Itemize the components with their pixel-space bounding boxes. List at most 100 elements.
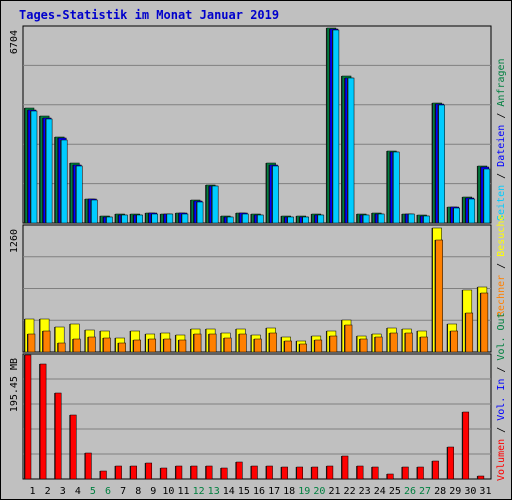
y-max-label: 1260 [9,229,20,253]
bar-seiten-day-27 [423,215,430,224]
bar-rechner-day-4 [73,338,81,353]
legend-seiten: Seiten [496,185,507,221]
bar-rechner-day-23 [359,338,368,353]
bar-volumen-day-15 [236,461,243,480]
bar-volumen-day-9 [145,462,153,480]
day-label-16: 16 [253,486,265,497]
bar-volumen-day-2 [39,363,47,480]
day-label-5: 5 [90,486,96,497]
bar-seiten-day-17 [272,165,279,224]
day-label-13: 13 [208,486,220,497]
bar-volumen-day-13 [205,465,213,480]
day-label-17: 17 [268,486,280,497]
bar-seiten-day-12 [196,201,204,224]
bar-rechner-day-11 [178,339,187,353]
bar-rechner-day-13 [208,333,217,353]
bar-rechner-day-10 [163,338,172,353]
bar-volumen-day-1 [24,354,32,480]
legend-rechner: Rechner [496,275,507,317]
bar-seiten-day-29 [453,207,460,224]
day-label-23: 23 [359,486,371,497]
bar-seiten-day-3 [60,139,68,224]
day-label-7: 7 [120,486,126,497]
panel-volume-panel [22,353,492,480]
bar-rechner-day-15 [239,333,247,353]
bar-volumen-day-8 [130,465,137,480]
bar-rechner-day-30 [465,312,474,353]
bar-volumen-day-14 [221,467,228,480]
bar-seiten-day-10 [166,213,174,224]
legend-besuche: Besuche [496,215,507,257]
bar-volumen-day-27 [417,466,424,480]
bar-seiten-day-11 [181,213,189,224]
bar-volumen-day-19 [296,466,303,480]
bar-rechner-day-8 [133,339,141,353]
bar-volumen-day-6 [100,470,107,480]
day-label-26: 26 [404,486,416,497]
bar-seiten-day-30 [468,198,476,224]
day-label-3: 3 [60,486,66,497]
day-label-4: 4 [75,486,81,497]
bar-rechner-day-1 [27,333,36,353]
bar-rechner-day-17 [269,332,277,353]
legend-separator: / [496,421,507,439]
bar-rechner-day-5 [88,336,96,353]
right-legend: Rechner / Besuche [496,215,507,317]
day-label-11: 11 [177,486,189,497]
bar-seiten-day-19 [302,216,309,224]
bar-rechner-day-18 [284,340,292,353]
day-label-21: 21 [328,486,340,497]
bar-seiten-day-21 [332,29,340,224]
panel-hits-panel [22,25,492,224]
bar-rechner-day-7 [118,342,126,353]
bar-rechner-day-16 [254,338,262,353]
day-label-24: 24 [374,486,386,497]
bar-volumen-day-31 [477,475,485,480]
bar-rechner-day-22 [344,324,353,353]
bar-rechner-day-21 [329,335,338,353]
bar-seiten-day-18 [287,216,294,224]
bar-volumen-day-20 [311,466,319,480]
bar-rechner-day-3 [57,342,66,353]
right-legend: Seiten / Dateien / Anfragen [496,58,507,221]
day-label-25: 25 [389,486,401,497]
bar-volumen-day-11 [175,465,183,480]
bar-seiten-day-7 [121,214,128,224]
bar-seiten-day-16 [257,214,264,224]
day-label-19: 19 [298,486,310,497]
day-label-22: 22 [344,486,356,497]
bar-volumen-day-18 [281,466,288,480]
bar-rechner-day-26 [405,332,413,353]
bar-rechner-day-28 [435,239,443,353]
bar-volumen-day-26 [402,466,409,480]
legend-separator: / [496,361,507,379]
bar-seiten-day-28 [438,104,445,224]
day-label-20: 20 [313,486,325,497]
bar-volumen-day-7 [115,465,122,480]
bar-rechner-day-19 [299,343,307,353]
day-label-9: 9 [150,486,156,497]
bar-volumen-day-29 [447,446,454,480]
bar-volumen-day-17 [266,465,273,480]
day-label-18: 18 [283,486,295,497]
bar-volumen-day-16 [251,465,258,480]
day-label-31: 31 [479,486,491,497]
day-label-29: 29 [449,486,461,497]
chart-title: Tages-Statistik im Monat Januar 2019 [19,8,280,22]
day-label-14: 14 [223,486,235,497]
legend-separator: / [496,167,507,185]
bar-seiten-day-9 [151,213,159,224]
day-label-30: 30 [464,486,476,497]
y-max-label: 195.45 MB [9,358,20,412]
right-legend: Volumen / Vol. In / Vol. Out [496,312,507,481]
bar-volumen-day-21 [326,465,334,480]
bar-volumen-day-23 [356,465,364,480]
legend-anfragen: Anfragen [496,58,507,106]
bar-rechner-day-20 [314,339,323,353]
bar-rechner-day-29 [450,330,458,353]
bar-seiten-day-6 [106,216,113,224]
bar-rechner-day-27 [420,336,428,353]
bar-seiten-day-14 [227,216,234,224]
